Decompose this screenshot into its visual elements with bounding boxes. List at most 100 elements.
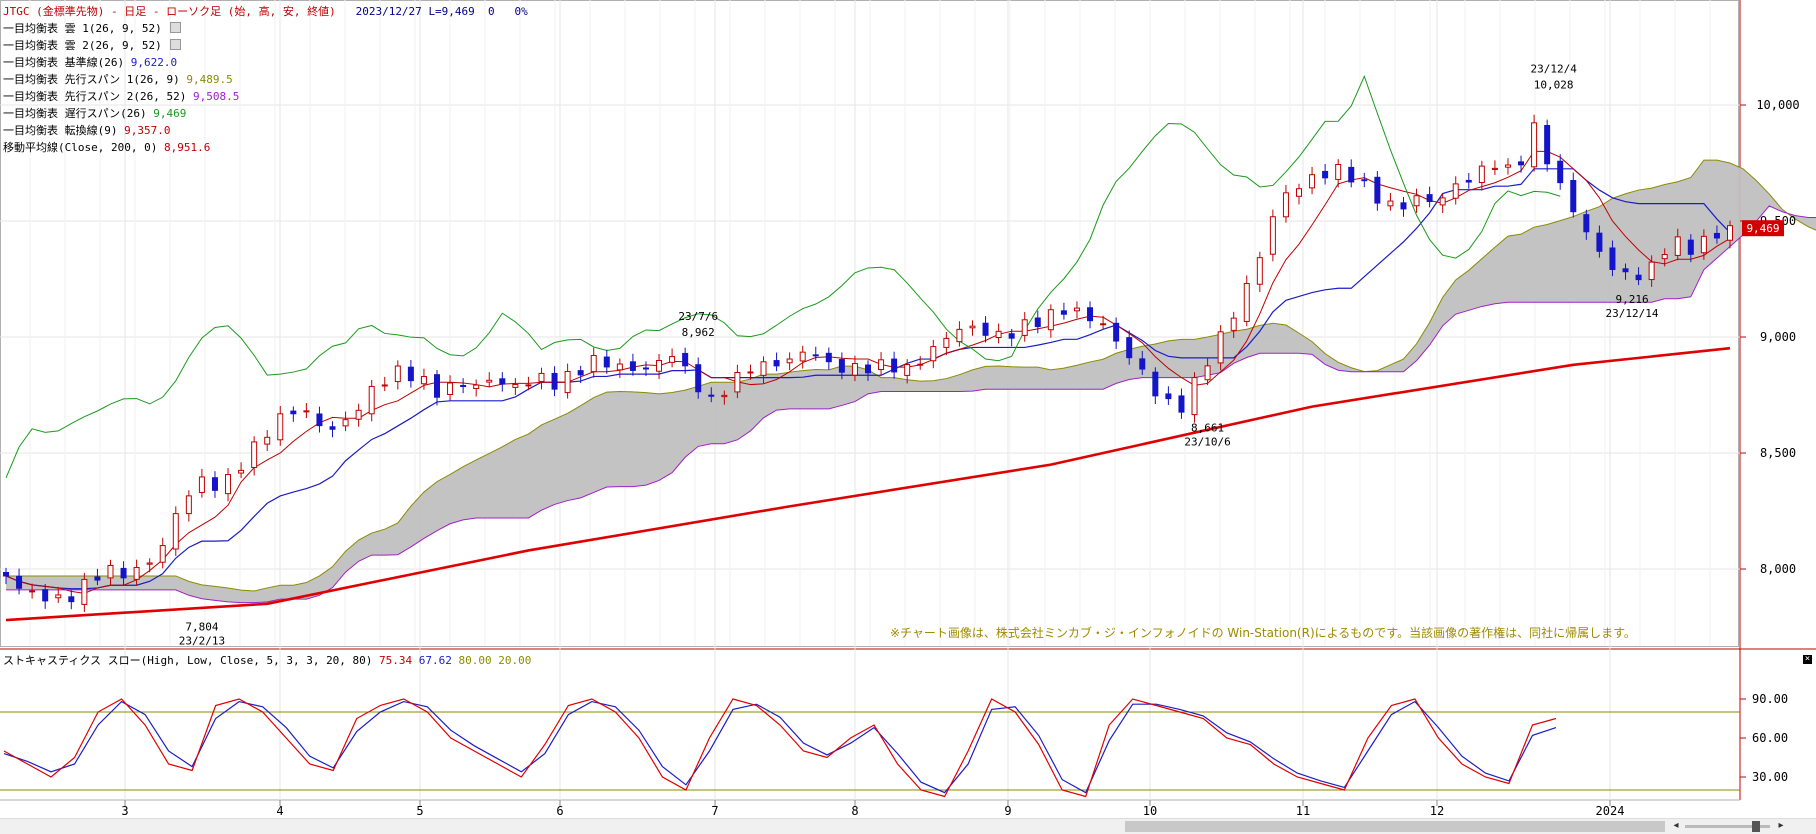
candle-body-up — [1531, 122, 1538, 168]
legend-item: 一目均衡表 雲 1(26, 9, 52) — [3, 20, 528, 37]
month-tick-label: 4 — [276, 804, 283, 818]
candle-body-down — [1544, 125, 1551, 165]
ichimoku-cloud — [6, 159, 1816, 604]
candle — [930, 339, 937, 369]
candle-body-up — [747, 371, 754, 374]
candle — [1217, 325, 1224, 371]
legend-value: 8,951.6 — [163, 141, 211, 154]
candle-body-down — [329, 426, 336, 430]
candle-body-up — [564, 370, 571, 394]
zoom-slider-knob[interactable] — [1752, 821, 1760, 832]
candle-body-up — [1230, 317, 1237, 331]
candle-body-up — [538, 372, 545, 382]
candle-body-up — [1413, 195, 1420, 207]
candle-body-down — [1426, 194, 1433, 203]
header-change: 0 — [488, 5, 495, 18]
candle-body-up — [851, 363, 858, 376]
candle — [1596, 225, 1603, 258]
candle — [1073, 301, 1080, 319]
candle — [1165, 386, 1172, 405]
candle — [1557, 154, 1564, 190]
candle — [1465, 172, 1472, 189]
candle — [1700, 229, 1707, 260]
candle-body-down — [1400, 202, 1407, 210]
candle-body-down — [3, 571, 9, 577]
candle — [1348, 159, 1355, 188]
candle-body-up — [1021, 319, 1028, 336]
candle-body-up — [1191, 377, 1198, 416]
zoom-slider-track[interactable] — [1685, 825, 1770, 828]
close-panel-icon[interactable]: × — [1803, 654, 1812, 664]
legend-item: 一目均衡表 転換線(9) 9,357.0 — [3, 122, 528, 139]
candle — [1504, 158, 1511, 175]
header-date: 2023/12/27 — [355, 5, 422, 18]
candle-body-down — [1557, 160, 1564, 184]
legend-item: 一目均衡表 雲 2(26, 9, 52) — [3, 37, 528, 54]
candle-body-down — [16, 575, 23, 589]
candle — [1113, 317, 1120, 349]
candle — [629, 353, 636, 376]
candle-body-up — [1335, 164, 1342, 180]
chart-title: JTGC (金標準先物) - 日足 - ローソク足 (始, 高, 安, 終値) — [3, 5, 336, 18]
candle — [1531, 114, 1538, 172]
candle — [695, 357, 702, 399]
candle-body-down — [1113, 322, 1120, 342]
candle-body-down — [290, 410, 297, 415]
candle — [812, 346, 819, 361]
candle — [1413, 188, 1420, 213]
candle-body-down — [211, 477, 218, 491]
candle-body-down — [42, 589, 49, 602]
candle — [734, 364, 741, 399]
candle-body-up — [1504, 164, 1511, 168]
candle — [917, 356, 924, 370]
candle-body-up — [1217, 331, 1224, 364]
candle — [198, 468, 205, 498]
legend-label: 一目均衡表 雲 1(26, 9, 52) — [3, 22, 169, 35]
candle-body-up — [590, 355, 597, 373]
candle-body-down — [1687, 239, 1694, 255]
candle-body-up — [760, 361, 767, 376]
candle-body-up — [107, 564, 114, 579]
scrollbar-thumb[interactable] — [1125, 821, 1665, 832]
candle-body-down — [1060, 310, 1067, 315]
candle — [211, 471, 218, 498]
candle-body-down — [642, 367, 649, 370]
month-tick-label: 10 — [1143, 804, 1157, 818]
candle — [1034, 310, 1041, 334]
candle-body-down — [460, 385, 467, 388]
candle — [16, 568, 23, 595]
candle — [1687, 234, 1694, 263]
candle — [786, 352, 793, 371]
candle — [1152, 367, 1159, 404]
header-last: L=9,469 — [428, 5, 475, 18]
month-tick-label: 11 — [1296, 804, 1310, 818]
annotation-line-1: 8,661 — [1191, 422, 1224, 435]
stochastic-tick-label: 90.00 — [1752, 692, 1788, 706]
candle-body-down — [682, 352, 689, 367]
candle-body-down — [1583, 214, 1590, 233]
candle — [1047, 304, 1054, 338]
zoom-out-icon[interactable]: ◂ — [1673, 820, 1679, 831]
candle-body-up — [930, 346, 937, 362]
candle-body-up — [1478, 165, 1485, 184]
candle-body-up — [799, 351, 806, 362]
horizontal-scrollbar[interactable]: ◂ ▸ — [0, 818, 1816, 834]
candle-body-up — [1491, 167, 1498, 170]
candle — [904, 359, 911, 384]
candle — [1400, 196, 1407, 217]
candle — [512, 378, 519, 396]
candle — [1087, 301, 1094, 329]
stochastic-lower-value: 20.00 — [498, 654, 532, 667]
candle — [55, 586, 62, 603]
month-tick-label: 6 — [556, 804, 563, 818]
current-price-badge — [1742, 220, 1784, 237]
candle-body-up — [355, 409, 362, 420]
candle — [342, 411, 349, 432]
indicator-lines — [5, 74, 1731, 622]
candle — [238, 462, 245, 479]
candle-body-down — [708, 394, 715, 397]
zoom-in-icon[interactable]: ▸ — [1778, 820, 1784, 831]
candle — [982, 316, 989, 343]
candle-body-up — [1700, 235, 1707, 254]
